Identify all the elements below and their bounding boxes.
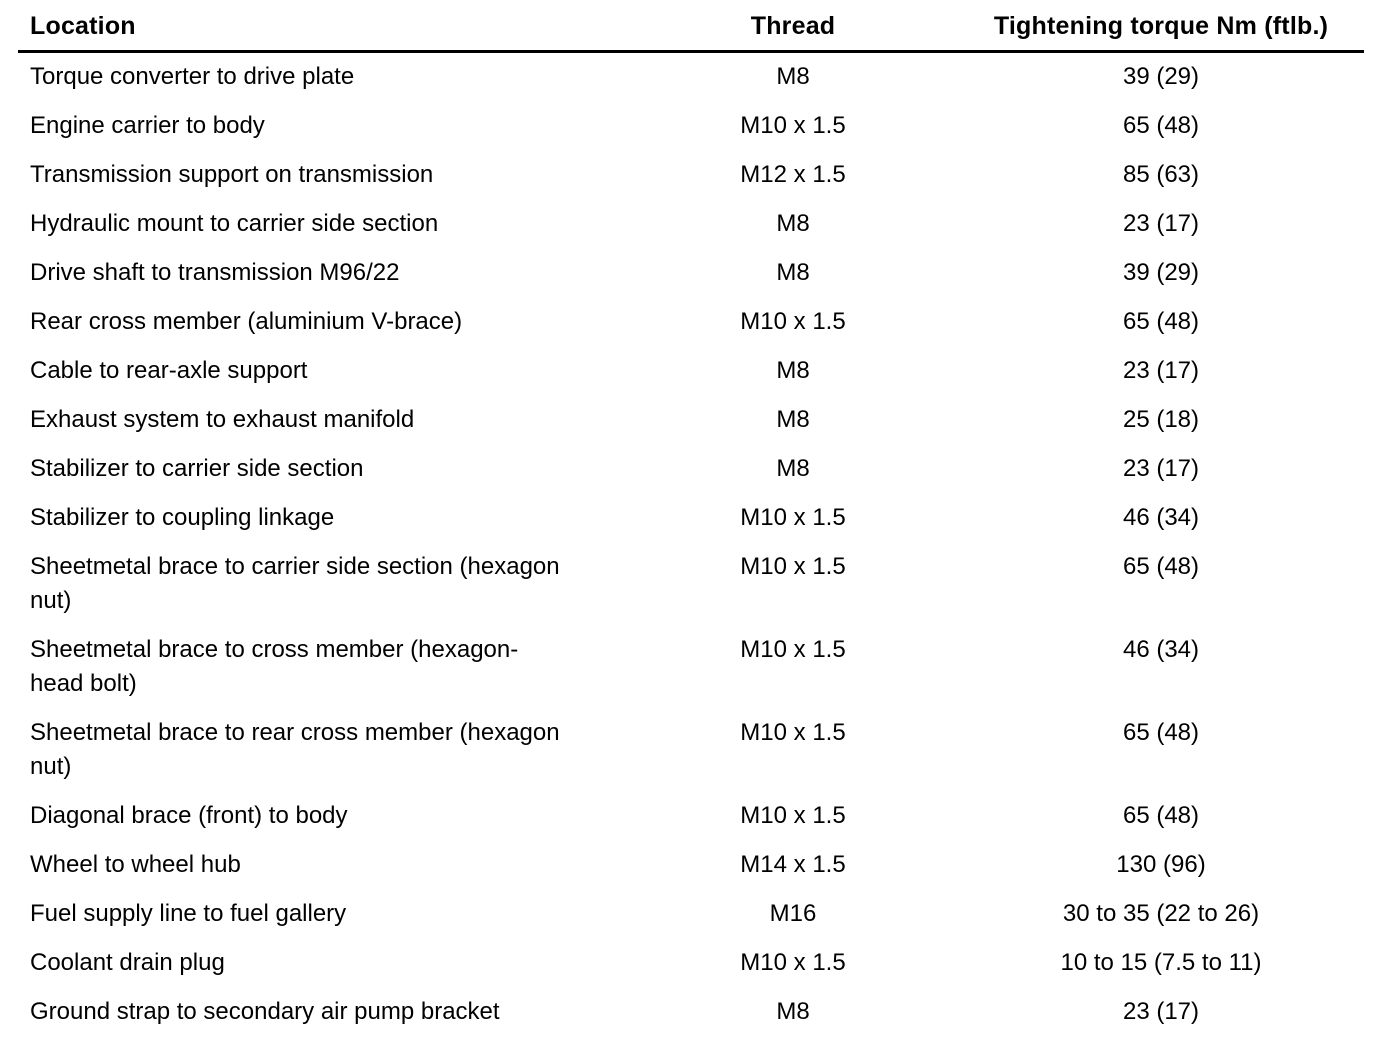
torque-cell: 46 (34) (1122, 636, 1200, 663)
table-row: Stabilizer to coupling linkage M10 x 1.5… (18, 494, 1364, 543)
location-cell: Stabilizer to carrier side section (30, 455, 364, 482)
thread-cell: M8 (776, 455, 810, 482)
location-cell: Cable to rear-axle support (30, 357, 308, 384)
thread-cell: M8 (776, 210, 810, 237)
table-row: Ground strap to secondary air pump brack… (18, 988, 1364, 1037)
location-cell: Hydraulic mount to carrier side section (30, 210, 439, 237)
table-row: Sheetmetal brace to rear cross member (h… (18, 709, 1364, 792)
thread-cell: M10 x 1.5 (740, 949, 846, 976)
location-cell: Sheetmetal brace to cross member (hexago… (30, 636, 519, 697)
torque-cell: 65 (48) (1122, 802, 1200, 829)
thread-cell: M8 (776, 406, 810, 433)
table-row: Hydraulic mount to carrier side section … (18, 200, 1364, 249)
location-cell: Rear cross member (aluminium V-brace) (30, 308, 463, 335)
column-header-thread: Thread (628, 6, 958, 53)
table-row: Drive shaft to transmission M96/22 M8 39… (18, 249, 1364, 298)
location-cell: Torque converter to drive plate (30, 63, 355, 90)
torque-cell: 39 (29) (1122, 259, 1200, 286)
location-cell: Diagonal brace (front) to body (30, 802, 348, 829)
location-cell: Coolant drain plug (30, 949, 225, 976)
torque-cell: 25 (18) (1122, 406, 1200, 433)
location-cell: Stabilizer to coupling linkage (30, 504, 335, 531)
table-row: Cable to rear-axle support M8 23 (17) (18, 347, 1364, 396)
thread-cell: M8 (776, 63, 810, 90)
table-row: Rear cross member (aluminium V-brace) M1… (18, 298, 1364, 347)
thread-cell: M16 (769, 900, 817, 927)
thread-cell: M8 (776, 357, 810, 384)
column-header-torque: Tightening torque Nm (ftlb.) (958, 6, 1364, 53)
location-cell: Sheetmetal brace to rear cross member (h… (30, 719, 560, 780)
torque-cell: 65 (48) (1122, 553, 1200, 580)
location-cell: Exhaust system to exhaust manifold (30, 406, 415, 433)
thread-cell: M10 x 1.5 (740, 308, 846, 335)
table-row: Sheetmetal brace to cross member (hexago… (18, 626, 1364, 709)
torque-cell: 23 (17) (1122, 357, 1200, 384)
table-row: Diagonal brace (front) to body M10 x 1.5… (18, 792, 1364, 841)
torque-cell: 65 (48) (1122, 308, 1200, 335)
table-row: Coolant drain plug M10 x 1.5 10 to 15 (7… (18, 939, 1364, 988)
torque-cell: 23 (17) (1122, 210, 1200, 237)
table-row: Fuel supply line to fuel gallery M16 30 … (18, 890, 1364, 939)
table-row: Sheetmetal brace to carrier side section… (18, 543, 1364, 626)
table-row: Torque converter to drive plate M8 39 (2… (18, 52, 1364, 103)
table-row: Exhaust system to exhaust manifold M8 25… (18, 396, 1364, 445)
thread-cell: M8 (776, 259, 810, 286)
location-cell: Wheel to wheel hub (30, 851, 241, 878)
location-cell: Drive shaft to transmission M96/22 (30, 259, 400, 286)
thread-cell: M12 x 1.5 (740, 161, 846, 188)
torque-cell: 39 (29) (1122, 63, 1200, 90)
thread-cell: M10 x 1.5 (740, 802, 846, 829)
torque-spec-table: Location Thread Tightening torque Nm (ft… (18, 6, 1364, 1037)
location-cell: Ground strap to secondary air pump brack… (30, 998, 500, 1025)
torque-cell: 85 (63) (1122, 161, 1200, 188)
torque-cell: 65 (48) (1122, 112, 1200, 139)
location-cell: Fuel supply line to fuel gallery (30, 900, 347, 927)
thread-cell: M10 x 1.5 (740, 636, 846, 663)
torque-cell: 23 (17) (1122, 455, 1200, 482)
location-cell: Engine carrier to body (30, 112, 265, 139)
torque-cell: 10 to 15 (7.5 to 11) (1060, 949, 1262, 976)
torque-cell: 46 (34) (1122, 504, 1200, 531)
thread-cell: M8 (776, 998, 810, 1025)
table-row: Transmission support on transmission M12… (18, 151, 1364, 200)
torque-cell: 65 (48) (1122, 719, 1200, 746)
torque-cell: 23 (17) (1122, 998, 1200, 1025)
thread-cell: M10 x 1.5 (740, 719, 846, 746)
thread-cell: M10 x 1.5 (740, 553, 846, 580)
header-row: Location Thread Tightening torque Nm (ft… (18, 6, 1364, 53)
table-row: Engine carrier to body M10 x 1.5 65 (48) (18, 102, 1364, 151)
torque-cell: 30 to 35 (22 to 26) (1062, 900, 1260, 927)
thread-cell: M14 x 1.5 (740, 851, 846, 878)
location-cell: Transmission support on transmission (30, 161, 434, 188)
column-header-location: Location (18, 6, 628, 53)
thread-cell: M10 x 1.5 (740, 112, 846, 139)
torque-cell: 130 (96) (1116, 851, 1206, 878)
table-body: Torque converter to drive plate M8 39 (2… (18, 52, 1364, 1038)
thread-cell: M10 x 1.5 (740, 504, 846, 531)
table-row: Wheel to wheel hub M14 x 1.5 130 (96) (18, 841, 1364, 890)
table-row: Stabilizer to carrier side section M8 23… (18, 445, 1364, 494)
location-cell: Sheetmetal brace to carrier side section… (30, 553, 560, 614)
